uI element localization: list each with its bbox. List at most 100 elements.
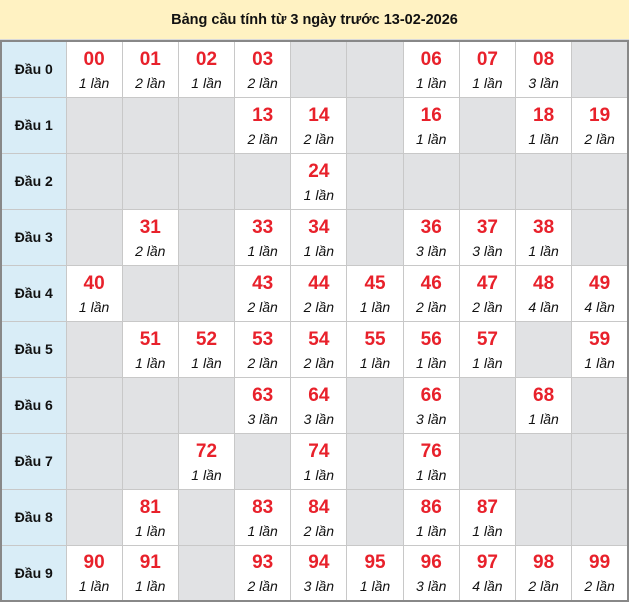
occurrence-count: 4 lần (528, 298, 559, 315)
number-cell: 33 1 lần (234, 208, 292, 266)
empty-cell (177, 376, 236, 434)
lottery-number: 95 (364, 552, 386, 574)
lottery-number: 46 (420, 272, 442, 294)
number-cell: 08 3 lần (514, 40, 573, 98)
empty-cell (234, 432, 292, 490)
empty-cell (571, 376, 629, 434)
table-row: Đầu 3 31 2 lần 33 1 lần 34 1 lần 36 3 lần 37 3 lần… (0, 208, 629, 266)
number-cell: 76 1 lần (402, 432, 460, 490)
number-cell: 13 2 lần (234, 96, 292, 154)
number-cell: 99 2 lần (571, 544, 629, 602)
lottery-number: 49 (589, 272, 611, 294)
empty-cell (65, 376, 123, 434)
lottery-number: 03 (252, 48, 274, 70)
empty-cell (177, 544, 236, 602)
lottery-number: 98 (533, 552, 555, 574)
occurrence-count: 1 lần (135, 522, 166, 539)
row-label: Đầu 2 (0, 152, 67, 210)
occurrence-count: 1 lần (191, 354, 222, 371)
empty-cell (121, 376, 179, 434)
occurrence-count: 3 lần (416, 578, 447, 595)
lottery-number: 76 (420, 440, 442, 462)
occurrence-count: 3 lần (247, 410, 278, 427)
empty-cell (514, 488, 573, 546)
occurrence-count: 3 lần (303, 410, 335, 427)
occurrence-count: 1 lần (135, 354, 166, 371)
number-cell: 93 2 lần (234, 544, 292, 602)
occurrence-count: 2 lần (247, 354, 278, 371)
number-cell: 63 3 lần (234, 376, 292, 434)
occurrence-count: 2 lần (303, 130, 335, 147)
empty-cell (346, 208, 404, 266)
number-cell: 53 2 lần (234, 320, 292, 378)
empty-cell (121, 432, 179, 490)
empty-cell (514, 432, 573, 490)
occurrence-count: 2 lần (247, 578, 278, 595)
lottery-number: 56 (420, 328, 442, 350)
empty-cell (177, 488, 236, 546)
empty-cell (346, 152, 404, 210)
lottery-number: 86 (420, 496, 442, 518)
number-cell: 18 1 lần (514, 96, 573, 154)
number-cell: 00 1 lần (65, 40, 123, 98)
lottery-number: 36 (420, 216, 442, 238)
lottery-number: 94 (308, 552, 330, 574)
occurrence-count: 3 lần (303, 578, 335, 595)
number-cell: 83 1 lần (234, 488, 292, 546)
empty-cell (514, 320, 573, 378)
empty-cell (402, 152, 460, 210)
row-label: Đầu 0 (0, 40, 67, 98)
lottery-number: 48 (533, 272, 555, 294)
number-cell: 47 2 lần (458, 264, 517, 322)
lottery-number: 08 (533, 48, 555, 70)
occurrence-count: 3 lần (472, 242, 503, 259)
empty-cell (65, 320, 123, 378)
number-cell: 56 1 lần (402, 320, 460, 378)
empty-cell (177, 208, 236, 266)
occurrence-count: 1 lần (416, 466, 447, 483)
lottery-number: 18 (533, 104, 555, 126)
empty-cell (458, 152, 517, 210)
row-label: Đầu 5 (0, 320, 67, 378)
lottery-number: 66 (420, 384, 442, 406)
occurrence-count: 1 lần (303, 186, 335, 203)
number-cell: 98 2 lần (514, 544, 573, 602)
empty-cell (346, 96, 404, 154)
lottery-number: 19 (589, 104, 611, 126)
number-cell: 36 3 lần (402, 208, 460, 266)
empty-cell (346, 40, 404, 98)
empty-cell (65, 208, 123, 266)
lottery-number: 53 (252, 328, 274, 350)
occurrence-count: 1 lần (472, 354, 503, 371)
empty-cell (121, 264, 179, 322)
number-cell: 01 2 lần (121, 40, 179, 98)
number-cell: 43 2 lần (234, 264, 292, 322)
occurrence-count: 1 lần (472, 522, 503, 539)
lottery-number: 00 (83, 48, 105, 70)
table-row: Đầu 4 40 1 lần 43 2 lần 44 2 lần 45 1 lần 46 2 lần… (0, 264, 629, 322)
lottery-number: 45 (364, 272, 386, 294)
occurrence-count: 1 lần (416, 74, 447, 91)
lottery-number: 97 (476, 552, 498, 574)
occurrence-count: 1 lần (135, 578, 166, 595)
number-cell: 52 1 lần (177, 320, 236, 378)
number-cell: 48 4 lần (514, 264, 573, 322)
number-cell: 34 1 lần (290, 208, 348, 266)
row-label: Đầu 6 (0, 376, 67, 434)
row-label: Đầu 8 (0, 488, 67, 546)
occurrence-count: 1 lần (78, 74, 110, 91)
occurrence-count: 2 lần (135, 74, 166, 91)
number-cell: 44 2 lần (290, 264, 348, 322)
occurrence-count: 1 lần (303, 242, 335, 259)
number-cell: 16 1 lần (402, 96, 460, 154)
number-cell: 81 1 lần (121, 488, 179, 546)
occurrence-count: 2 lần (247, 74, 278, 91)
lottery-number: 01 (139, 48, 161, 70)
lottery-number: 93 (252, 552, 274, 574)
lottery-number: 37 (476, 216, 498, 238)
empty-cell (65, 432, 123, 490)
number-cell: 74 1 lần (290, 432, 348, 490)
occurrence-count: 1 lần (303, 466, 335, 483)
occurrence-count: 2 lần (135, 242, 166, 259)
lottery-number: 59 (589, 328, 611, 350)
